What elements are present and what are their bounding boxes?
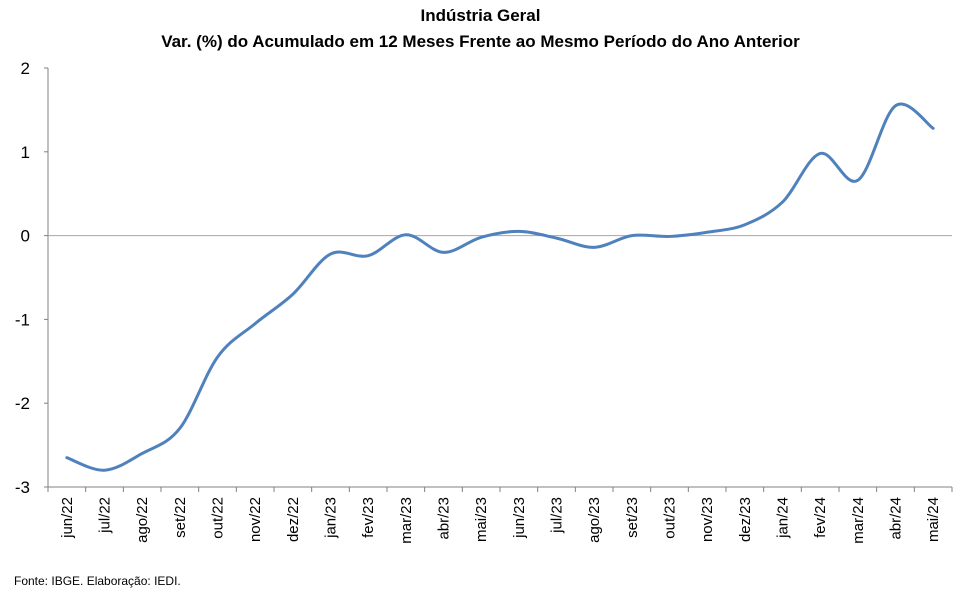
series-group: [65, 102, 935, 472]
x-tick-label: mai/23: [473, 497, 490, 542]
x-tick-label: ago/22: [134, 497, 151, 543]
x-tick-label: jan/24: [775, 497, 792, 539]
x-tick-label: fev/23: [360, 497, 377, 538]
y-axis-ticks: 2 1 0 -1 -2 -3: [15, 59, 48, 497]
source-note: Fonte: IBGE. Elaboração: IEDI.: [14, 574, 181, 588]
data-point: [856, 178, 860, 182]
x-tick-label: nov/22: [247, 497, 264, 542]
data-point: [555, 236, 559, 240]
chart-title: Indústria Geral: [420, 6, 541, 25]
data-point: [517, 229, 521, 233]
data-point: [931, 126, 935, 130]
x-tick-label: mar/24: [850, 497, 867, 544]
x-tick-label: set/22: [172, 497, 189, 538]
x-tick-label: dez/22: [285, 497, 302, 542]
data-point: [743, 223, 747, 227]
data-point: [140, 451, 144, 455]
x-tick-label: nov/23: [699, 497, 716, 542]
y-tick-label: 0: [21, 227, 30, 246]
y-tick-label: -3: [15, 478, 30, 497]
data-point: [178, 426, 182, 430]
data-point: [592, 245, 596, 249]
data-point: [65, 456, 69, 460]
x-tick-label: mar/23: [398, 497, 415, 544]
x-tick-label: jan/23: [323, 497, 340, 539]
x-axis-ticks: jun/22 jul/22 ago/22 set/22 out/22 nov/22 dez/…: [47, 487, 953, 544]
x-tick-label: out/22: [210, 497, 227, 539]
data-point: [894, 104, 898, 108]
x-tick-label: jul/22: [97, 497, 114, 534]
y-tick-label: 2: [21, 59, 30, 78]
x-tick-label: abr/23: [436, 497, 453, 540]
x-tick-label: dez/23: [737, 497, 754, 542]
y-tick-label: -2: [15, 394, 30, 413]
data-point: [103, 468, 107, 472]
x-tick-label: set/23: [624, 497, 641, 538]
data-point: [291, 292, 295, 296]
x-tick-label: jul/23: [549, 497, 566, 534]
data-point: [442, 250, 446, 254]
x-tick-label: jun/22: [59, 497, 76, 539]
data-point: [781, 200, 785, 204]
data-point: [216, 355, 220, 359]
data-point: [668, 234, 672, 238]
data-point: [404, 233, 408, 237]
data-point: [479, 235, 483, 239]
x-tick-label: jun/23: [511, 497, 528, 539]
data-point: [253, 322, 257, 326]
x-tick-label: abr/24: [888, 497, 905, 540]
data-point: [366, 254, 370, 258]
data-point: [329, 252, 333, 256]
x-tick-label: ago/23: [586, 497, 603, 543]
data-point: [630, 234, 634, 238]
y-tick-label: -1: [15, 310, 30, 329]
chart-subtitle: Var. (%) do Acumulado em 12 Meses Frente…: [161, 32, 800, 51]
x-tick-label: mai/24: [925, 497, 942, 542]
series-line: [65, 102, 935, 472]
x-tick-label: fev/24: [812, 497, 829, 538]
y-tick-label: 1: [21, 143, 30, 162]
x-tick-label: out/23: [662, 497, 679, 539]
data-point: [818, 151, 822, 155]
data-point: [705, 230, 709, 234]
